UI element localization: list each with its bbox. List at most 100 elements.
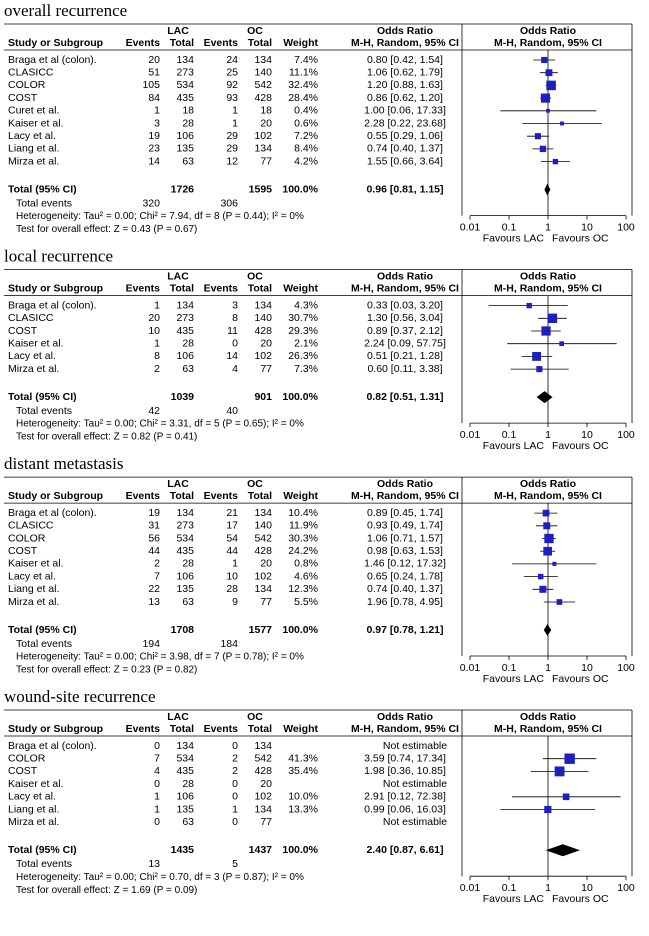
- odds-ratio-label: 2.28 [0.22, 23.68]: [364, 117, 446, 129]
- group-header: Odds Ratio: [520, 270, 576, 282]
- events-oc: 1: [232, 558, 238, 570]
- events-oc: 9: [232, 596, 238, 608]
- weight: 29.3%: [288, 325, 318, 337]
- total-label: Total (95% CI): [8, 624, 77, 636]
- total-lac: 18: [182, 105, 194, 117]
- total-oc: 134: [254, 299, 272, 311]
- total-lac: 28: [182, 558, 194, 570]
- total-lac: 135: [176, 583, 194, 595]
- column-header: M-H, Random, 95% CI: [351, 490, 459, 502]
- study-estimate: [564, 753, 575, 764]
- total-oc: 140: [254, 312, 272, 324]
- column-header: M-H, Random, 95% CI: [351, 723, 459, 735]
- odds-ratio-label: 2.24 [0.09, 57.75]: [364, 337, 446, 349]
- total-lac: 1708: [171, 624, 195, 636]
- odds-ratio-label: 0.74 [0.40, 1.37]: [367, 143, 443, 155]
- events-oc: 93: [226, 92, 238, 104]
- total-lac: 135: [176, 143, 194, 155]
- x-tick-label: 1: [545, 429, 551, 441]
- total-lac: 435: [176, 92, 194, 104]
- weight: 0.8%: [294, 558, 318, 570]
- study-estimate: [545, 69, 553, 77]
- overall-effect: Test for overall effect: Z = 1.69 (P = 0…: [16, 885, 197, 896]
- x-tick-label: 0.01: [460, 429, 481, 441]
- events-oc: 11: [227, 325, 238, 337]
- total-events-lac: 13: [148, 858, 160, 870]
- total-oc: 77: [260, 155, 272, 167]
- events-lac: 2: [154, 363, 160, 375]
- total-label: Total (95% CI): [8, 391, 77, 403]
- study-estimate: [542, 509, 550, 517]
- total-lac: 28: [182, 117, 194, 129]
- group-header: LAC: [167, 478, 189, 490]
- weight: 12.3%: [288, 583, 318, 595]
- events-oc: 2: [232, 752, 238, 764]
- total-oc: 140: [254, 520, 272, 532]
- x-tick-label: 0.1: [502, 221, 517, 233]
- total-weight: 100.0%: [282, 183, 318, 195]
- study-name: CLASICC: [8, 520, 54, 532]
- column-header: Study or Subgroup: [8, 37, 103, 49]
- total-odds-ratio: 0.97 [0.78, 1.21]: [366, 624, 443, 636]
- events-lac: 19: [148, 507, 160, 519]
- events-oc: 29: [226, 130, 238, 142]
- panel-title: overall recurrence: [4, 1, 127, 20]
- odds-ratio-label: 2.91 [0.12, 72.38]: [364, 791, 446, 803]
- total-lac: 134: [176, 740, 194, 752]
- study-name: COST: [8, 545, 38, 557]
- study-name: CLASICC: [8, 66, 54, 78]
- weight: 0.6%: [294, 117, 318, 129]
- panel-title: local recurrence: [4, 247, 113, 266]
- odds-ratio-label: 1.55 [0.66, 3.64]: [367, 155, 443, 167]
- events-lac: 20: [148, 54, 160, 66]
- total-oc: 102: [254, 130, 272, 142]
- study-name: Braga et al (colon).: [8, 54, 97, 66]
- events-oc: 28: [226, 583, 238, 595]
- study-name: Lacy et al.: [8, 570, 56, 582]
- total-oc: 428: [254, 92, 272, 104]
- total-oc: 428: [254, 545, 272, 557]
- weight: 30.3%: [288, 532, 318, 544]
- column-header: Events: [204, 490, 239, 502]
- odds-ratio-label: Not estimable: [383, 740, 447, 752]
- events-oc: 1: [232, 117, 238, 129]
- x-tick-label: 10: [581, 662, 593, 674]
- group-header: Odds Ratio: [377, 478, 433, 490]
- total-events-label: Total events: [16, 405, 72, 417]
- events-lac: 51: [148, 66, 160, 78]
- total-oc: 102: [254, 570, 272, 582]
- column-header: Study or Subgroup: [8, 282, 103, 294]
- events-lac: 7: [154, 570, 160, 582]
- total-oc: 20: [260, 778, 272, 790]
- study-estimate: [536, 366, 543, 373]
- weight: 7.4%: [294, 54, 318, 66]
- weight: 10.4%: [288, 507, 318, 519]
- events-lac: 22: [148, 583, 160, 595]
- column-header: M-H, Random, 95% CI: [494, 490, 602, 502]
- events-oc: 21: [226, 507, 238, 519]
- group-header: LAC: [167, 25, 189, 37]
- events-lac: 10: [148, 325, 160, 337]
- total-lac: 1726: [171, 183, 195, 195]
- events-lac: 14: [148, 155, 160, 167]
- odds-ratio-label: 0.99 [0.06, 16.03]: [364, 803, 446, 815]
- odds-ratio-label: Not estimable: [383, 778, 447, 790]
- total-lac: 63: [182, 155, 194, 167]
- total-lac: 534: [176, 752, 194, 764]
- x-tick-label: 1: [545, 662, 551, 674]
- total-lac: 106: [176, 791, 194, 803]
- total-weight: 100.0%: [282, 844, 318, 856]
- events-lac: 13: [148, 596, 160, 608]
- column-header: M-H, Random, 95% CI: [351, 282, 459, 294]
- overall-effect: Test for overall effect: Z = 0.43 (P = 0…: [16, 224, 197, 235]
- weight: 0.4%: [294, 105, 318, 117]
- total-events-lac: 320: [142, 197, 160, 209]
- study-estimate: [543, 522, 551, 530]
- study-estimate: [556, 599, 563, 605]
- group-header: OC: [247, 25, 263, 37]
- events-oc: 8: [232, 312, 238, 324]
- study-name: COLOR: [8, 752, 46, 764]
- total-odds-ratio: 2.40 [0.87, 6.61]: [366, 844, 443, 856]
- group-header: Odds Ratio: [377, 711, 433, 723]
